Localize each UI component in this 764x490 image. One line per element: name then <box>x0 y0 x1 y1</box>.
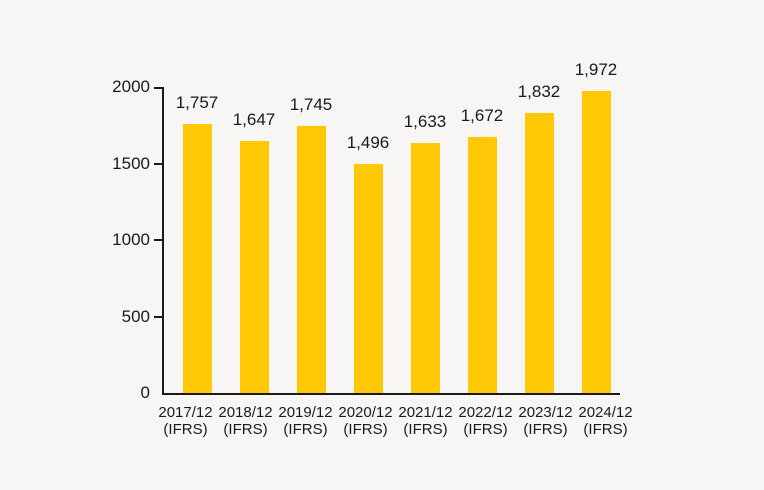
x-axis-category-label: 2019/12 (IFRS) <box>266 404 346 438</box>
y-axis-line <box>162 87 164 395</box>
x-category-basis: (IFRS) <box>283 421 328 438</box>
bar <box>467 137 497 393</box>
bar-value-label: 1,496 <box>346 133 390 153</box>
y-tick-label: 500 <box>121 306 150 326</box>
y-tick-mark <box>154 315 162 318</box>
x-axis-category-label: 2022/12 (IFRS) <box>446 404 526 438</box>
bar-value-label: 1,633 <box>403 112 447 132</box>
bar <box>524 112 554 393</box>
y-tick-label: 1000 <box>112 230 150 249</box>
x-category-period: 2023/12 <box>518 404 573 421</box>
x-axis-category-label: 2020/12 (IFRS) <box>326 404 406 438</box>
bar-value-label: 1,647 <box>232 110 276 129</box>
x-category-period: 2024/12 <box>578 404 633 421</box>
bar <box>581 91 611 393</box>
x-axis-line <box>162 393 620 395</box>
bar-value-label: 1,672 <box>460 106 504 126</box>
y-tick-mark <box>154 239 162 241</box>
x-category-period: 2021/12 <box>398 404 453 421</box>
bar-value-label: 1,745 <box>289 95 333 114</box>
x-category-basis: (IFRS) <box>223 421 268 438</box>
x-axis-category-label: 2017/12 (IFRS) <box>146 404 226 438</box>
x-category-period: 2018/12 <box>218 404 273 421</box>
x-category-basis: (IFRS) <box>463 421 508 438</box>
x-category-basis: (IFRS) <box>523 421 568 438</box>
x-category-period: 2020/12 <box>338 404 393 421</box>
x-category-period: 2019/12 <box>278 404 333 421</box>
x-category-basis: (IFRS) <box>403 421 448 438</box>
x-axis-category-label: 2018/12 (IFRS) <box>206 404 286 438</box>
x-category-period: 2022/12 <box>458 404 513 421</box>
x-axis-category-label: 2024/12 (IFRS) <box>566 404 646 438</box>
x-category-basis: (IFRS) <box>163 421 208 438</box>
bar <box>182 124 212 393</box>
x-category-basis: (IFRS) <box>343 421 388 438</box>
x-axis-category-label: 2023/12 (IFRS) <box>506 404 586 438</box>
bar <box>239 141 269 393</box>
bar-value-label: 1,832 <box>517 81 561 101</box>
y-tick-label: 0 <box>140 383 150 402</box>
x-category-basis: (IFRS) <box>583 421 628 438</box>
x-category-period: 2017/12 <box>158 404 213 421</box>
bar <box>410 143 440 393</box>
y-tick-label: 2000 <box>112 77 150 96</box>
bar-value-label: 1,757 <box>175 93 219 113</box>
bar <box>296 126 326 393</box>
bar-value-label: 1,972 <box>574 60 618 80</box>
y-tick-mark <box>154 162 162 165</box>
y-tick-label: 1500 <box>112 153 150 173</box>
bar <box>353 164 383 393</box>
x-axis-category-label: 2021/12 (IFRS) <box>386 404 466 438</box>
y-tick-mark <box>154 87 162 89</box>
